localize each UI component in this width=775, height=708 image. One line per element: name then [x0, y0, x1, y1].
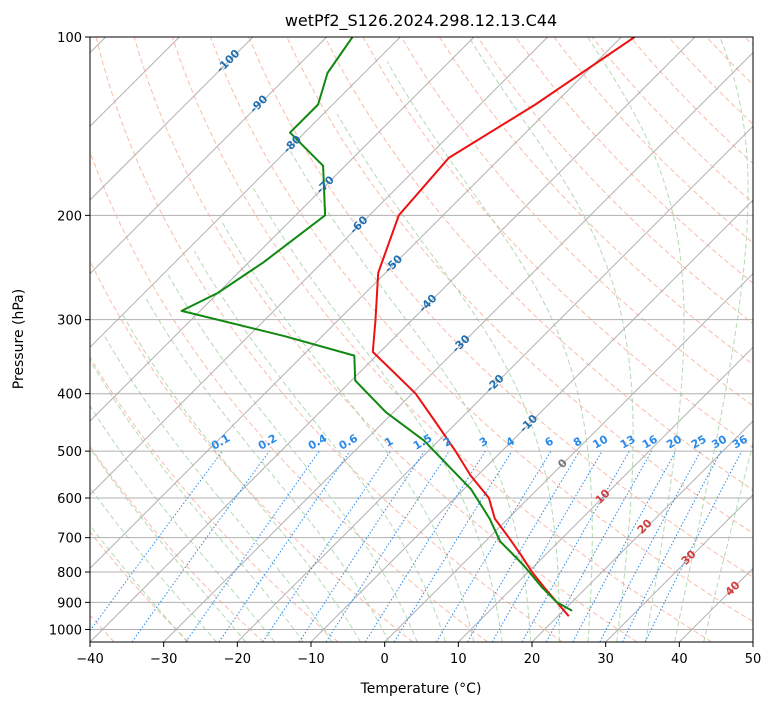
mixing-ratio-line: [545, 450, 653, 642]
x-tick-label: 30: [597, 652, 614, 667]
y-tick-label: 400: [57, 388, 82, 403]
isotherm-line: [457, 346, 753, 642]
mixing-ratio-line: [298, 450, 425, 642]
mixing-ratio-line: [521, 450, 630, 642]
dry-adiabat-line: [90, 445, 264, 642]
x-axis-ticks: −40 −30 −20 −10 0 10 20 30 40 50: [76, 642, 761, 667]
moist-adiabat-line: [104, 336, 333, 642]
x-tick-label: 20: [524, 652, 541, 667]
moist-adiabat-line: [252, 187, 503, 642]
y-tick-label: 300: [57, 314, 82, 329]
dewpoint-line: [180, 37, 573, 612]
mixing-ratio-line: [185, 450, 320, 642]
dry-adiabat-line: [515, 37, 753, 284]
moist-adiabat-line: [336, 113, 560, 642]
mixing-ratio-line: [572, 450, 677, 642]
mixing-ratio-line: [435, 450, 552, 642]
isotherm-line: [605, 493, 753, 642]
temperature-line: [371, 37, 636, 617]
mixing-ratio-line: [621, 450, 722, 642]
dry-adiabat-line: [438, 37, 753, 366]
isotherm-line: [90, 37, 254, 201]
x-tick-label: 0: [381, 652, 389, 667]
dry-adiabat-line: [95, 37, 563, 642]
isotherm-line: [163, 51, 753, 642]
x-tick-label: −10: [297, 652, 324, 667]
mixing-ratio-line: [131, 450, 270, 642]
isotherm-line: [384, 272, 753, 642]
y-tick-label: 500: [57, 445, 82, 460]
isotherm-line: [531, 420, 753, 642]
isotherm-line: [236, 125, 753, 642]
mixing-ratio-line: [644, 450, 743, 642]
dry-adiabat-line: [90, 356, 339, 642]
pressure-gridlines: [90, 37, 753, 630]
mixing-ratio-line: [364, 450, 486, 642]
x-tick-label: −40: [76, 652, 103, 667]
moist-adiabat-line: [468, 37, 634, 642]
isotherm-line: [90, 37, 696, 642]
moist-adiabat-line: [90, 486, 217, 642]
mixing-ratio-line: [325, 450, 450, 642]
dry-adiabat-line: [90, 531, 190, 642]
y-axis-ticks: 1000 900 800 700 600 500 400 300 200 100: [49, 31, 90, 638]
dry-adiabat-line: [90, 150, 488, 642]
moist-adiabat-line: [221, 221, 475, 642]
mixing-ratio-line: [90, 450, 223, 632]
profile-series: [180, 37, 636, 617]
isotherm-line: [90, 37, 475, 422]
moist-adiabat-line: [166, 272, 418, 642]
isotherm-line: [90, 37, 622, 570]
moist-adiabat-line: [587, 37, 685, 642]
mixing-ratio-line: [393, 450, 513, 642]
x-axis-title: Temperature (°C): [360, 681, 482, 697]
y-tick-label: 200: [57, 209, 82, 224]
mixing-ratio-line: [218, 450, 351, 642]
moist-adiabat-line: [90, 524, 188, 642]
dry-adiabats: [90, 37, 753, 642]
moist-adiabat-line: [193, 251, 447, 642]
isotherm-lines: [90, 37, 753, 642]
moist-adiabat-line: [144, 297, 390, 642]
y-tick-label: 1000: [49, 623, 82, 638]
moist-adiabats: [90, 37, 753, 642]
x-tick-label: −30: [150, 652, 177, 667]
dry-adiabat-line: [171, 37, 712, 642]
isotherm-line: [90, 37, 328, 275]
dry-adiabat-line: [248, 37, 753, 578]
moist-adiabat-line: [90, 405, 276, 642]
mixing-ratio-lines: [90, 450, 743, 642]
plot-frame: [89, 36, 754, 643]
plot-area: -100-90-80-70-60-50-40-30-20-10 0.1 0.2 0.…: [90, 37, 753, 642]
isotherm-line: [90, 37, 549, 496]
y-tick-label: 900: [57, 596, 82, 611]
y-axis-title: Pressure (hPa): [11, 289, 27, 389]
x-tick-label: 50: [745, 652, 762, 667]
isotherm-line: [90, 37, 401, 349]
dry-adiabat-line: [400, 37, 753, 407]
moist-adiabat-line: [703, 441, 753, 642]
dry-adiabat-line: [210, 37, 753, 623]
mixing-ratio-line: [262, 450, 392, 642]
y-tick-label: 700: [57, 532, 82, 547]
x-tick-label: 10: [450, 652, 467, 667]
dry-adiabat-line: [133, 37, 638, 642]
y-tick-label: 600: [57, 492, 82, 507]
x-tick-label: 40: [671, 652, 688, 667]
dry-adiabat-line: [324, 37, 753, 491]
moist-adiabat-line: [386, 61, 593, 642]
x-tick-label: −20: [224, 652, 251, 667]
isotherm-line: [310, 199, 753, 642]
y-tick-label: 100: [57, 31, 82, 46]
y-tick-label: 800: [57, 566, 82, 581]
moist-adiabat-line: [674, 37, 749, 642]
chart-title: wetPf2_S126.2024.298.12.13.C44: [285, 11, 557, 31]
mixing-ratio-line: [599, 450, 701, 642]
